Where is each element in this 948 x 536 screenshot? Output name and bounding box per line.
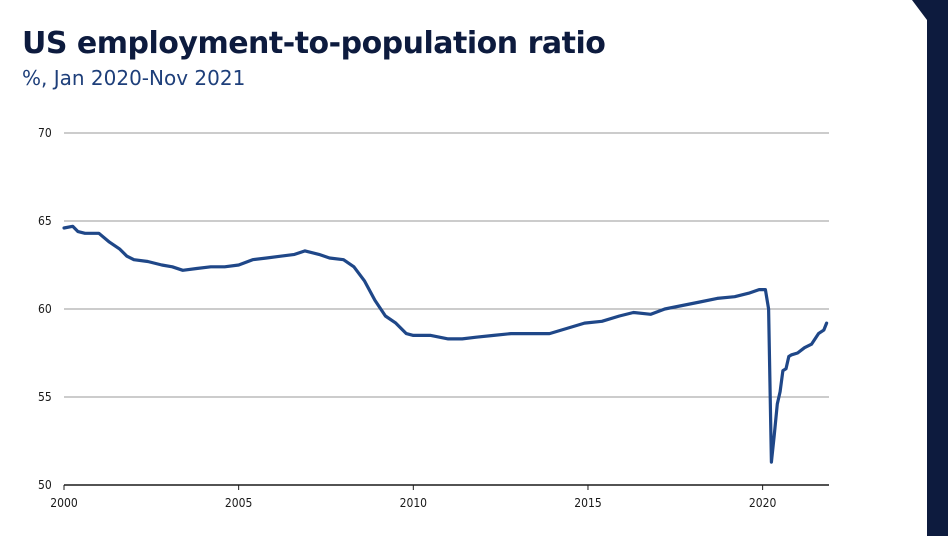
x-tick-label: 2000	[50, 496, 78, 510]
x-tick-label: 2015	[574, 496, 601, 510]
gridlines	[64, 132, 829, 486]
x-tick-label: 2020	[749, 496, 777, 510]
y-tick-label: 70	[38, 126, 52, 140]
x-tick-label: 2010	[400, 496, 428, 510]
y-tick-label: 65	[38, 214, 52, 228]
y-tick-label: 55	[38, 390, 52, 404]
series-line	[62, 224, 829, 464]
x-tick-label: 2005	[225, 496, 252, 510]
chart-title: US employment-to-population ratio	[22, 26, 606, 61]
series-layer	[62, 224, 829, 464]
y-tick-label: 50	[38, 478, 52, 492]
axis-ticks: 50 55 60 65 70 2000 2005 2010 2015 2020	[38, 126, 776, 510]
corner-panel	[912, 0, 948, 536]
y-tick-label: 60	[38, 302, 52, 316]
chart-subtitle: %, Jan 2020-Nov 2021	[22, 66, 246, 90]
